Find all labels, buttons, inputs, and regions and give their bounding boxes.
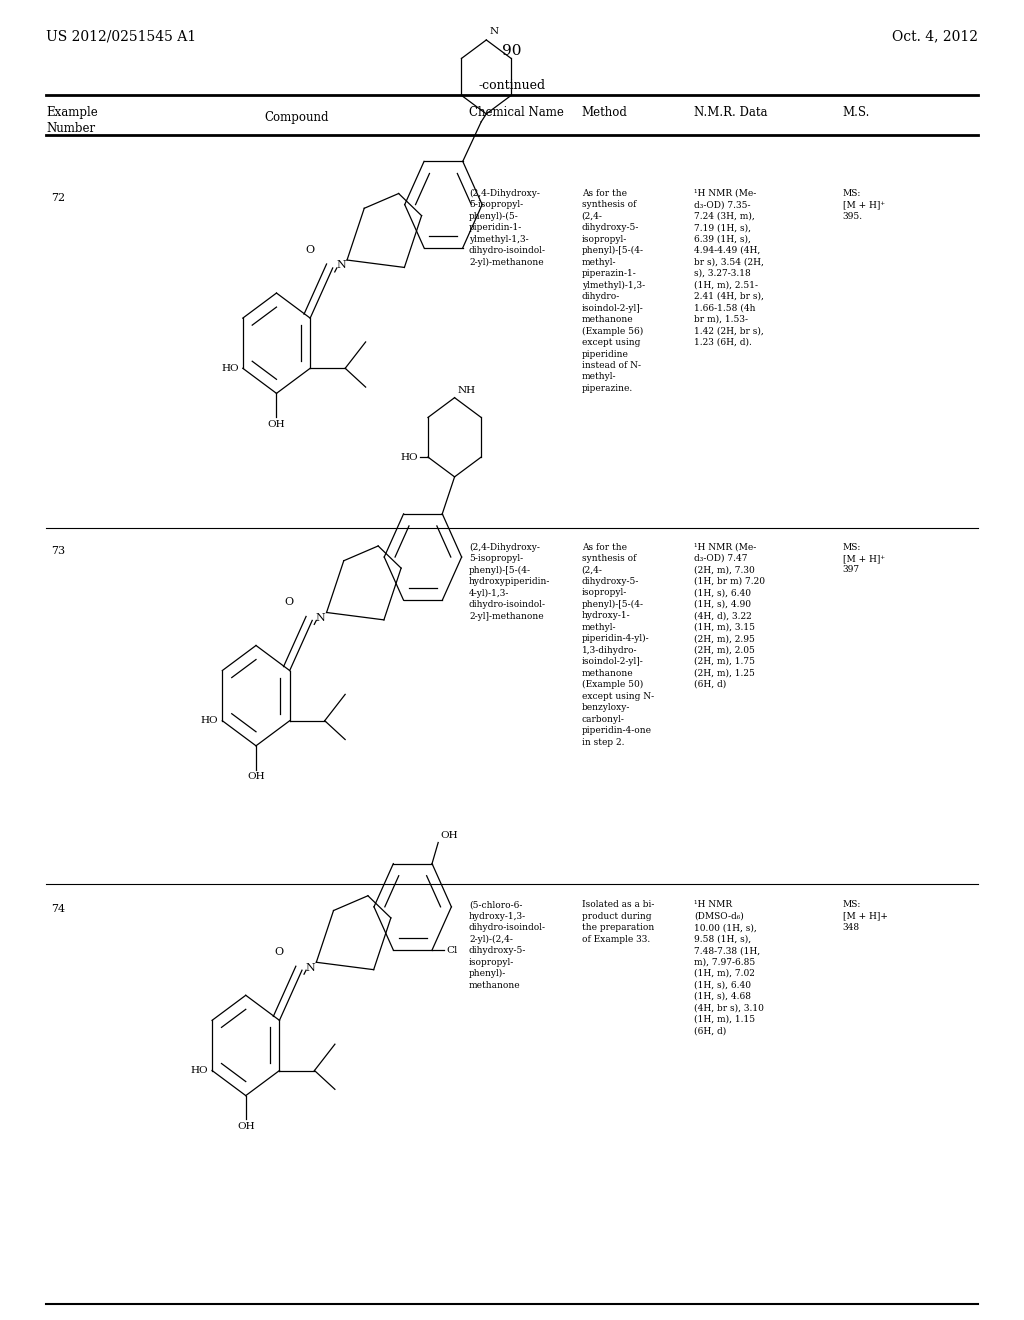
Text: 72: 72 <box>51 193 66 203</box>
Text: As for the
synthesis of
(2,4-
dihydroxy-5-
isopropyl-
phenyl)-[5-(4-
hydroxy-1-
: As for the synthesis of (2,4- dihydroxy-… <box>582 543 653 747</box>
Text: OH: OH <box>237 1122 255 1131</box>
Text: Compound: Compound <box>265 111 329 124</box>
Text: N: N <box>336 260 346 271</box>
Text: N: N <box>305 962 315 973</box>
Text: (2,4-Dihydroxy-
5-isopropyl-
phenyl)-(5-
piperidin-1-
ylmethyl-1,3-
dihydro-isoi: (2,4-Dihydroxy- 5-isopropyl- phenyl)-(5-… <box>469 189 546 267</box>
Text: US 2012/0251545 A1: US 2012/0251545 A1 <box>46 29 197 44</box>
Text: (5-chloro-6-
hydroxy-1,3-
dihydro-isoindol-
2-yl)-(2,4-
dihydroxy-5-
isopropyl-
: (5-chloro-6- hydroxy-1,3- dihydro-isoind… <box>469 900 546 990</box>
Text: N.M.R. Data: N.M.R. Data <box>694 106 768 119</box>
Text: Isolated as a bi-
product during
the preparation
of Example 33.: Isolated as a bi- product during the pre… <box>582 900 654 944</box>
Text: 73: 73 <box>51 546 66 557</box>
Text: 90: 90 <box>502 44 522 58</box>
Text: O: O <box>305 244 314 255</box>
Text: N: N <box>315 612 326 623</box>
Text: As for the
synthesis of
(2,4-
dihydroxy-5-
isopropyl-
phenyl)-[5-(4-
methyl-
pip: As for the synthesis of (2,4- dihydroxy-… <box>582 189 645 393</box>
Text: ¹H NMR (Me-
d₃-OD) 7.35-
7.24 (3H, m),
7.19 (1H, s),
6.39 (1H, s),
4.94-4.49 (4H: ¹H NMR (Me- d₃-OD) 7.35- 7.24 (3H, m), 7… <box>694 189 764 347</box>
Text: ¹H NMR (Me-
d₃-OD) 7.47
(2H, m), 7.30
(1H, br m) 7.20
(1H, s), 6.40
(1H, s), 4.9: ¹H NMR (Me- d₃-OD) 7.47 (2H, m), 7.30 (1… <box>694 543 765 689</box>
Text: O: O <box>274 946 284 957</box>
Text: OH: OH <box>267 420 286 429</box>
Text: -continued: -continued <box>478 79 546 92</box>
Text: M.S.: M.S. <box>843 106 870 119</box>
Text: HO: HO <box>221 364 239 372</box>
Text: HO: HO <box>400 453 418 462</box>
Text: 74: 74 <box>51 904 66 915</box>
Text: MS:
[M + H]+
348: MS: [M + H]+ 348 <box>843 900 888 932</box>
Text: O: O <box>285 597 294 607</box>
Text: Method: Method <box>582 106 628 119</box>
Text: MS:
[M + H]⁺
395.: MS: [M + H]⁺ 395. <box>843 189 885 220</box>
Text: Example
Number: Example Number <box>46 106 98 135</box>
Text: (2,4-Dihydroxy-
5-isopropyl-
phenyl)-[5-(4-
hydroxypiperidin-
4-yl)-1,3-
dihydro: (2,4-Dihydroxy- 5-isopropyl- phenyl)-[5-… <box>469 543 550 620</box>
Text: Chemical Name: Chemical Name <box>469 106 564 119</box>
Text: HO: HO <box>201 717 218 725</box>
Text: Cl: Cl <box>446 945 458 954</box>
Text: MS:
[M + H]⁺
397: MS: [M + H]⁺ 397 <box>843 543 885 574</box>
Text: NH: NH <box>458 385 476 395</box>
Text: OH: OH <box>440 830 458 840</box>
Text: HO: HO <box>190 1067 208 1074</box>
Text: N: N <box>489 26 499 36</box>
Text: Oct. 4, 2012: Oct. 4, 2012 <box>892 29 978 44</box>
Text: OH: OH <box>247 772 265 781</box>
Text: ¹H NMR
(DMSO-d₆)
10.00 (1H, s),
9.58 (1H, s),
7.48-7.38 (1H,
m), 7.97-6.85
(1H, : ¹H NMR (DMSO-d₆) 10.00 (1H, s), 9.58 (1H… <box>694 900 764 1035</box>
